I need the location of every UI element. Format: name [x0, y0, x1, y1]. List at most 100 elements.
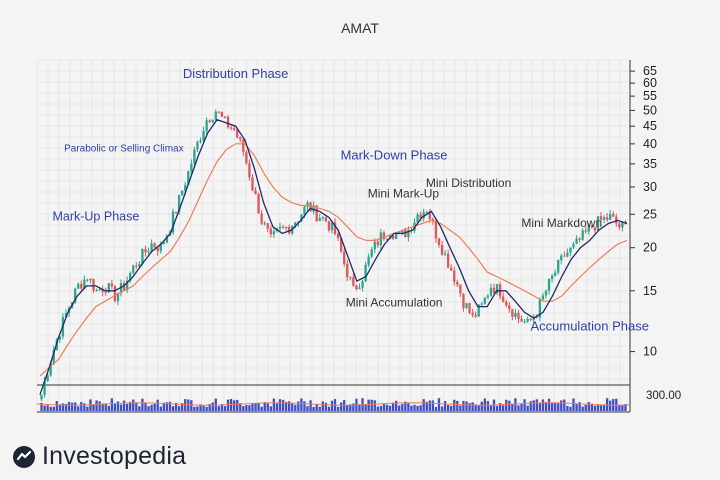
candle-body [312, 205, 315, 212]
volume-bar [196, 406, 199, 411]
volume-bar [395, 400, 398, 411]
volume-bar [125, 403, 129, 411]
volume-bar [489, 405, 493, 411]
candle-body [471, 312, 474, 315]
candle-body [529, 318, 532, 320]
volume-bar [443, 401, 447, 411]
candle-body [330, 222, 334, 231]
volume-bar [202, 405, 205, 411]
candle-body [339, 237, 343, 252]
candle-body [569, 247, 572, 253]
volume-bar [83, 403, 86, 411]
candle-body [587, 225, 590, 232]
volume-bar [284, 401, 288, 411]
candle-body [517, 312, 520, 319]
volume-bar [159, 406, 162, 411]
candle-body [590, 225, 594, 228]
volume-bar [425, 401, 428, 411]
volume-bar [486, 401, 490, 411]
volume-bar [434, 406, 438, 411]
candle-body [621, 221, 624, 228]
volume-bar [413, 404, 416, 411]
candle-body [86, 279, 89, 281]
candle-body [560, 255, 563, 261]
volume-bar [437, 398, 441, 411]
candle-body [239, 137, 242, 140]
candle-body [346, 263, 349, 278]
candle-body [523, 321, 526, 323]
volume-bar [385, 404, 389, 411]
volume-bar [61, 403, 65, 411]
volume-bar [422, 399, 425, 411]
candle-body [46, 375, 49, 382]
candle-body [584, 230, 587, 232]
volume-bar [92, 404, 95, 411]
volume-bar [129, 401, 132, 411]
candle-body [544, 290, 548, 296]
candle-body [40, 394, 43, 400]
candle-body [187, 171, 190, 185]
volume-bar [621, 404, 624, 411]
volume-bar [382, 403, 386, 411]
candle-body [526, 318, 529, 322]
candle-body [605, 217, 609, 220]
volume-bar [254, 403, 257, 411]
volume-bar [327, 406, 331, 411]
volume-bar [49, 406, 52, 411]
candle-body [220, 112, 224, 117]
volume-bar [116, 401, 120, 411]
candle-body [89, 278, 92, 281]
volume-bar [505, 399, 508, 411]
volume-bar [245, 404, 248, 411]
volume-bar [300, 398, 303, 411]
candle-body [245, 152, 248, 164]
candle-body [272, 231, 276, 235]
annotation-label: Mark-Up Phase [52, 209, 139, 223]
candle-body [324, 217, 328, 222]
volume-bar [468, 403, 471, 411]
volume-bar [410, 405, 413, 411]
volume-bar [535, 399, 538, 411]
volume-bar [95, 400, 98, 411]
candle-body [135, 265, 138, 267]
volume-bar [459, 405, 462, 411]
y-tick-label: 65 [643, 64, 657, 78]
volume-bar [220, 404, 224, 411]
annotation-label: Mini Accumulation [346, 296, 443, 310]
candle-body [541, 295, 545, 300]
volume-bar [239, 403, 242, 411]
candle-body [202, 131, 205, 141]
candle-body [251, 177, 254, 191]
candle-body [550, 275, 554, 279]
candle-body [599, 216, 603, 220]
volume-bar [526, 405, 529, 411]
y-tick-label: 60 [643, 76, 657, 90]
candle-body [211, 119, 214, 123]
volume-bar [138, 406, 141, 411]
volume-bar [190, 400, 193, 411]
volume-bar [321, 401, 324, 411]
y-tick-label: 30 [643, 180, 657, 194]
annotation-label: Distribution Phase [183, 66, 289, 81]
candle-body [315, 205, 318, 222]
moving-average-long-line [39, 143, 628, 377]
annotation-label: Parabolic or Selling Climax [64, 144, 184, 155]
volume-bar [584, 404, 587, 411]
candle-body [80, 283, 83, 289]
volume-bar [587, 402, 590, 411]
volume-bar [193, 406, 196, 411]
volume-bar [602, 404, 606, 411]
candle-body [367, 256, 370, 265]
volume-bar [453, 399, 456, 411]
moving-average-short-line [39, 118, 628, 395]
candle-body [349, 277, 352, 279]
chart-title: AMAT [341, 20, 379, 36]
volume-bar [162, 402, 165, 411]
y-tick-label: 20 [643, 241, 657, 255]
candle-body [425, 212, 428, 214]
candle-body [535, 317, 538, 319]
volume-bar [339, 402, 343, 411]
volume-bar [419, 405, 422, 411]
candle-body [263, 223, 266, 225]
volume-bar [550, 403, 554, 411]
